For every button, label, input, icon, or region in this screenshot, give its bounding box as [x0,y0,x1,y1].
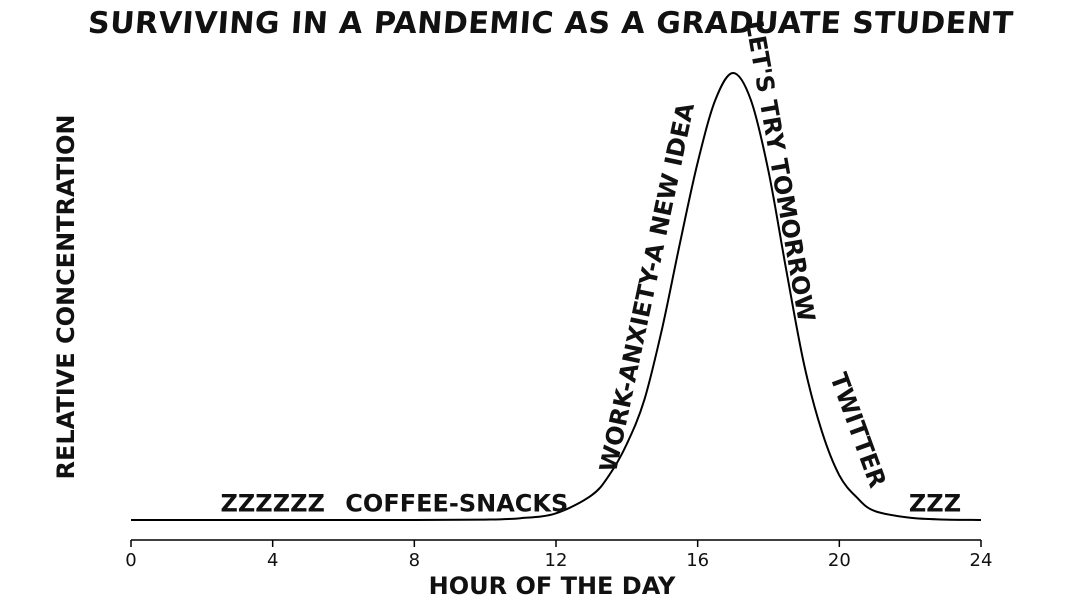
x-tick-label: 24 [970,550,993,571]
annotations: ZZZZZZ COFFEE-SNACKS WORK-ANXIETY-A NEW ID… [220,18,961,517]
x-tick-label: 4 [267,550,278,571]
concentration-line [131,72,982,522]
x-tick-label: 20 [828,550,851,571]
y-axis-label: RELATIVE CONCENTRATION [52,114,80,479]
x-tick-label: 16 [686,550,709,571]
annotation-label: COFFEE-SNACKS [345,489,568,517]
x-tick-label: 12 [545,550,568,571]
x-tick-label: 8 [409,550,420,571]
annotation-label: LET'S TRY TOMORROW [740,18,821,323]
annotation-label: TWITTER [824,369,891,491]
plot-area [131,72,982,522]
axes: 0 4 8 12 16 20 24 [125,539,993,571]
x-axis-label: HOUR OF THE DAY [429,572,676,600]
x-tick-label: 0 [125,550,136,571]
annotation-label: ZZZZZZ [220,489,324,517]
chart-title: SURVIVING IN A PANDEMIC AS A GRADUATE ST… [86,6,1015,41]
annotation-label: WORK-ANXIETY-A NEW IDEA [594,100,700,475]
annotation-label: ZZZ [909,489,961,517]
